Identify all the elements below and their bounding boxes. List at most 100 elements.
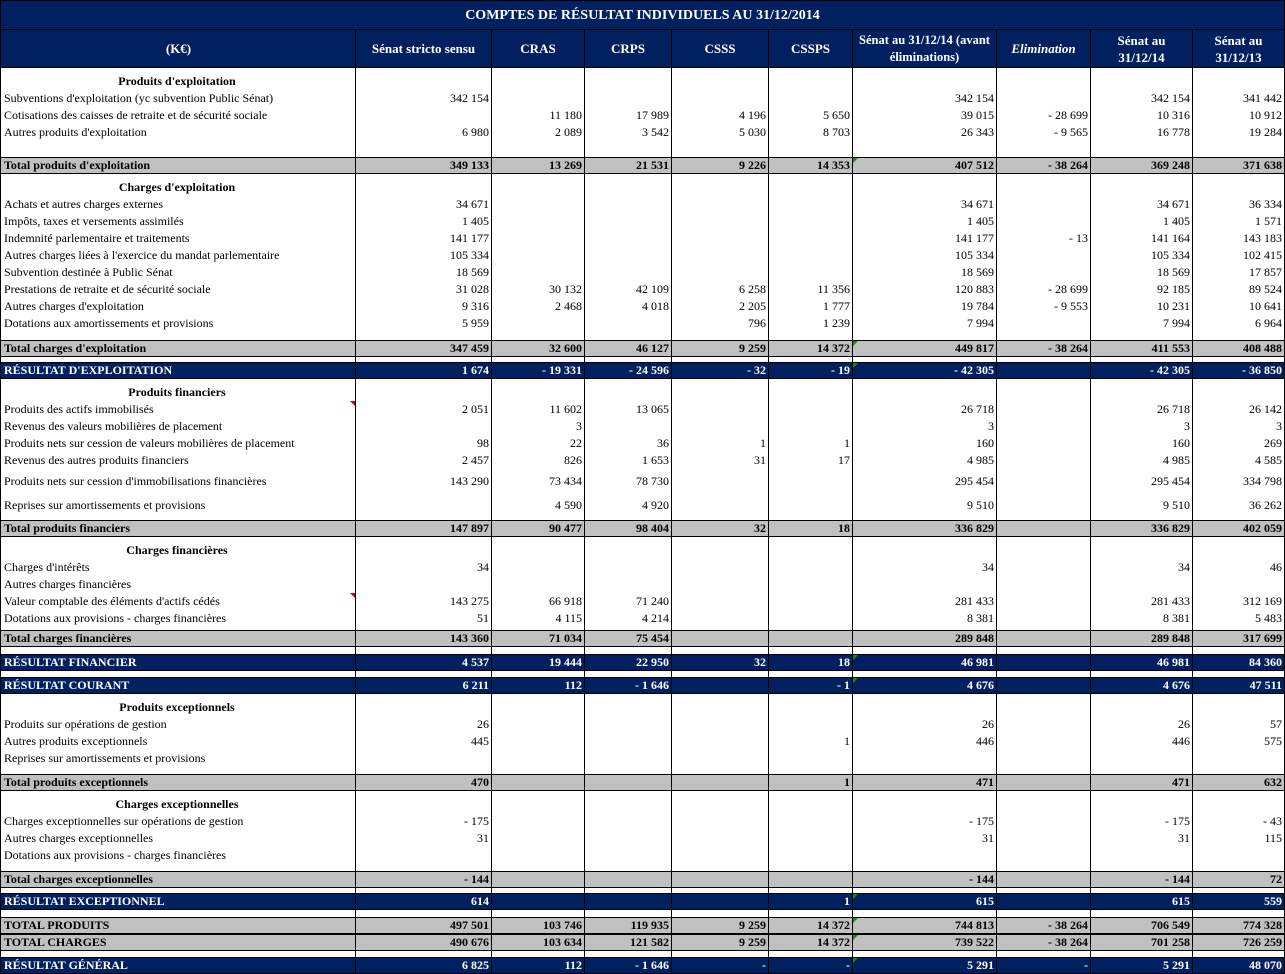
value-cell: 160 bbox=[853, 435, 997, 452]
value-cell bbox=[585, 264, 672, 281]
value-cell: 347 459 bbox=[356, 341, 492, 356]
row-label: RÉSULTAT GÉNÉRAL bbox=[0, 958, 356, 973]
value-cell bbox=[492, 264, 585, 281]
row-label: Indemnité parlementaire et traitements bbox=[0, 230, 356, 247]
value-cell bbox=[492, 230, 585, 247]
value-cell: 342 154 bbox=[1091, 90, 1193, 107]
value-cell: 17 bbox=[769, 452, 853, 469]
row-label: Autres charges d'exploitation bbox=[0, 298, 356, 315]
total-row: Total produits d'exploitation 349 133 13 2… bbox=[0, 157, 1285, 174]
spacer-row bbox=[0, 671, 1285, 677]
value-cell: 26 142 bbox=[1193, 401, 1285, 418]
value-cell bbox=[769, 264, 853, 281]
value-cell bbox=[672, 775, 769, 790]
value-cell bbox=[997, 90, 1091, 107]
value-cell: 281 433 bbox=[1091, 593, 1193, 610]
value-cell: 14 372 bbox=[769, 341, 853, 356]
value-cell bbox=[997, 872, 1091, 887]
value-cell: 36 bbox=[585, 435, 672, 452]
value-cell: - bbox=[997, 958, 1091, 973]
value-cell bbox=[997, 213, 1091, 230]
table-row: Autres charges liées à l'exercice du man… bbox=[0, 247, 1285, 264]
value-cell: 105 334 bbox=[356, 247, 492, 264]
value-cell: 9 510 bbox=[1091, 493, 1193, 517]
value-cell: 5 291 bbox=[853, 958, 997, 973]
row-label: Produits financiers bbox=[0, 379, 356, 401]
value-cell: 105 334 bbox=[853, 247, 997, 264]
row-label: Revenus des valeurs mobilières de placem… bbox=[0, 418, 356, 435]
value-cell: 32 bbox=[672, 655, 769, 670]
table-row: Subvention destinée à Public Sénat 18 569… bbox=[0, 264, 1285, 281]
value-cell bbox=[585, 247, 672, 264]
spacer-row bbox=[0, 357, 1285, 362]
value-cell: 30 132 bbox=[492, 281, 585, 298]
section-heading-row: Produits d'exploitation bbox=[0, 68, 1285, 90]
value-cell: 349 133 bbox=[356, 158, 492, 173]
row-label: Autres charges liées à l'exercice du man… bbox=[0, 247, 356, 264]
value-cell: 4 985 bbox=[1091, 452, 1193, 469]
value-cell: 5 291 bbox=[1091, 958, 1193, 973]
value-cell: - 144 bbox=[356, 872, 492, 887]
value-cell: 36 334 bbox=[1193, 196, 1285, 213]
value-cell bbox=[769, 716, 853, 733]
value-cell: 21 531 bbox=[585, 158, 672, 173]
value-cell: 446 bbox=[853, 733, 997, 750]
value-cell: 6 258 bbox=[672, 281, 769, 298]
value-cell bbox=[997, 469, 1091, 493]
value-cell: 5 483 bbox=[1193, 610, 1285, 627]
value-cell bbox=[672, 593, 769, 610]
value-cell: 8 381 bbox=[1091, 610, 1193, 627]
value-cell bbox=[585, 559, 672, 576]
value-cell: 4 985 bbox=[853, 452, 997, 469]
value-cell: 90 477 bbox=[492, 521, 585, 536]
spacer-row bbox=[0, 910, 1285, 917]
value-cell: 19 444 bbox=[492, 655, 585, 670]
value-cell: 18 569 bbox=[1091, 264, 1193, 281]
value-cell: - 175 bbox=[853, 813, 997, 830]
value-cell: 269 bbox=[1193, 435, 1285, 452]
value-cell bbox=[769, 493, 853, 517]
value-cell bbox=[1193, 576, 1285, 593]
error-marker-icon bbox=[853, 958, 858, 963]
value-cell: 341 442 bbox=[1193, 90, 1285, 107]
row-label: Subventions d'exploitation (yc subventio… bbox=[0, 90, 356, 107]
value-cell: 46 981 bbox=[853, 655, 997, 670]
value-cell: 281 433 bbox=[853, 593, 997, 610]
value-cell: 449 817 bbox=[853, 341, 997, 356]
row-label: RÉSULTAT COURANT bbox=[0, 678, 356, 693]
value-cell bbox=[356, 493, 492, 517]
value-cell bbox=[672, 847, 769, 864]
value-cell: 446 bbox=[1091, 733, 1193, 750]
value-cell: 10 231 bbox=[1091, 298, 1193, 315]
value-cell: - 9 565 bbox=[997, 124, 1091, 141]
value-cell: 4 920 bbox=[585, 493, 672, 517]
value-cell: 2 089 bbox=[492, 124, 585, 141]
value-cell: 26 bbox=[853, 716, 997, 733]
value-cell bbox=[356, 847, 492, 864]
value-cell bbox=[769, 213, 853, 230]
table-row: Dotations aux provisions - charges finan… bbox=[0, 610, 1285, 627]
table-row: Autres charges financières bbox=[0, 576, 1285, 593]
value-cell: - bbox=[769, 958, 853, 973]
value-cell: - 1 646 bbox=[585, 678, 672, 693]
column-header: Elimination bbox=[997, 30, 1091, 67]
value-cell bbox=[356, 418, 492, 435]
value-cell: 342 154 bbox=[356, 90, 492, 107]
row-label: Charges d'intérêts bbox=[0, 559, 356, 576]
column-header: (K€) bbox=[0, 30, 356, 67]
value-cell: - 38 264 bbox=[997, 158, 1091, 173]
value-cell: - 24 596 bbox=[585, 363, 672, 378]
value-cell: 84 360 bbox=[1193, 655, 1285, 670]
value-cell: 559 bbox=[1193, 894, 1285, 909]
value-cell: 103 746 bbox=[492, 918, 585, 933]
value-cell: 31 bbox=[672, 452, 769, 469]
table-row: Produits nets sur cession d'immobilisati… bbox=[0, 469, 1285, 493]
table-row: Autres produits d'exploitation 6 980 2 089… bbox=[0, 124, 1285, 141]
value-cell: 471 bbox=[1091, 775, 1193, 790]
value-cell: - bbox=[672, 958, 769, 973]
value-cell: 9 226 bbox=[672, 158, 769, 173]
value-cell: 160 bbox=[1091, 435, 1193, 452]
value-cell: 9 316 bbox=[356, 298, 492, 315]
value-cell: 26 bbox=[1091, 716, 1193, 733]
value-cell: 98 bbox=[356, 435, 492, 452]
